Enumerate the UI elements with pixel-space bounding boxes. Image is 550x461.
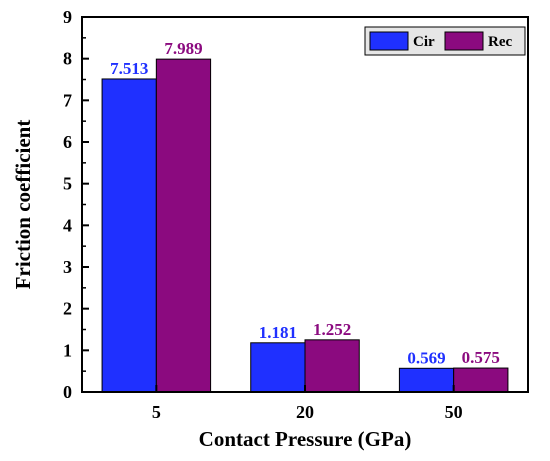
bar-cir-20 xyxy=(250,342,306,393)
bar-rec-50 xyxy=(453,367,509,393)
data-label-cir-5: 7.513 xyxy=(110,59,148,78)
data-label-cir-50: 0.569 xyxy=(407,348,445,367)
bar-cir-5 xyxy=(101,78,157,393)
legend-label-cir: Cir xyxy=(413,34,435,50)
y-tick-label: 7 xyxy=(63,90,72,110)
x-tick-label: 20 xyxy=(296,402,314,422)
y-tick-label: 2 xyxy=(63,299,72,319)
data-labels-group: 7.513 7.989 1.181 1.252 0.569 0.575 xyxy=(110,39,500,367)
legend-swatch-cir xyxy=(369,31,409,51)
bars-group xyxy=(101,58,509,393)
x-tick-label: 50 xyxy=(445,402,463,422)
data-label-rec-50: 0.575 xyxy=(462,348,500,367)
y-tick-label: 5 xyxy=(63,174,72,194)
x-tick-label: 5 xyxy=(152,402,161,422)
y-tick-label: 8 xyxy=(63,49,72,69)
y-axis-title: Friction coefficient xyxy=(11,120,35,290)
legend-swatch-rec xyxy=(444,31,484,51)
data-label-rec-5: 7.989 xyxy=(164,39,202,58)
bar-cir-50 xyxy=(398,367,455,393)
y-tick-label: 6 xyxy=(63,132,72,152)
legend-label-rec: Rec xyxy=(488,34,512,50)
y-tick-label: 9 xyxy=(63,7,72,27)
y-tick-label: 1 xyxy=(63,340,72,360)
y-tick-label: 3 xyxy=(63,257,72,277)
y-tick-label: 4 xyxy=(63,215,72,235)
data-label-rec-20: 1.252 xyxy=(313,320,351,339)
legend: Cir Rec xyxy=(364,26,526,56)
x-axis: 5 20 50 xyxy=(152,385,463,422)
x-axis-title: Contact Pressure (GPa) xyxy=(199,427,412,451)
y-tick-label: 0 xyxy=(63,382,72,402)
bar-rec-5 xyxy=(155,58,212,393)
data-label-cir-20: 1.181 xyxy=(259,323,297,342)
y-axis: 0 1 2 3 4 5 6 7 8 9 xyxy=(63,7,89,402)
bar-rec-20 xyxy=(304,339,360,393)
